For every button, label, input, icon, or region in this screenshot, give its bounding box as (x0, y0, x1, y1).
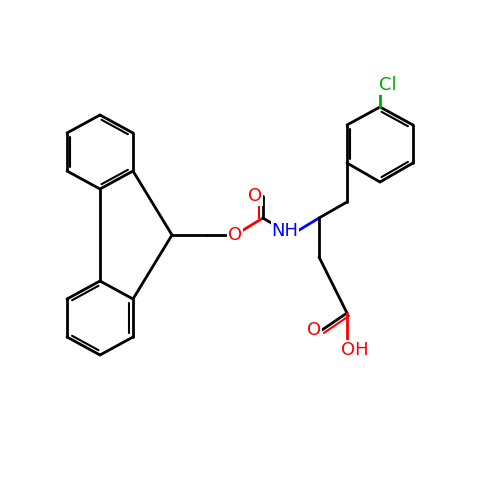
Text: O: O (307, 321, 321, 339)
Text: OH: OH (341, 341, 369, 359)
Text: O: O (228, 226, 242, 244)
Text: NH: NH (272, 222, 298, 240)
Text: O: O (248, 187, 262, 205)
Text: Cl: Cl (379, 76, 397, 94)
